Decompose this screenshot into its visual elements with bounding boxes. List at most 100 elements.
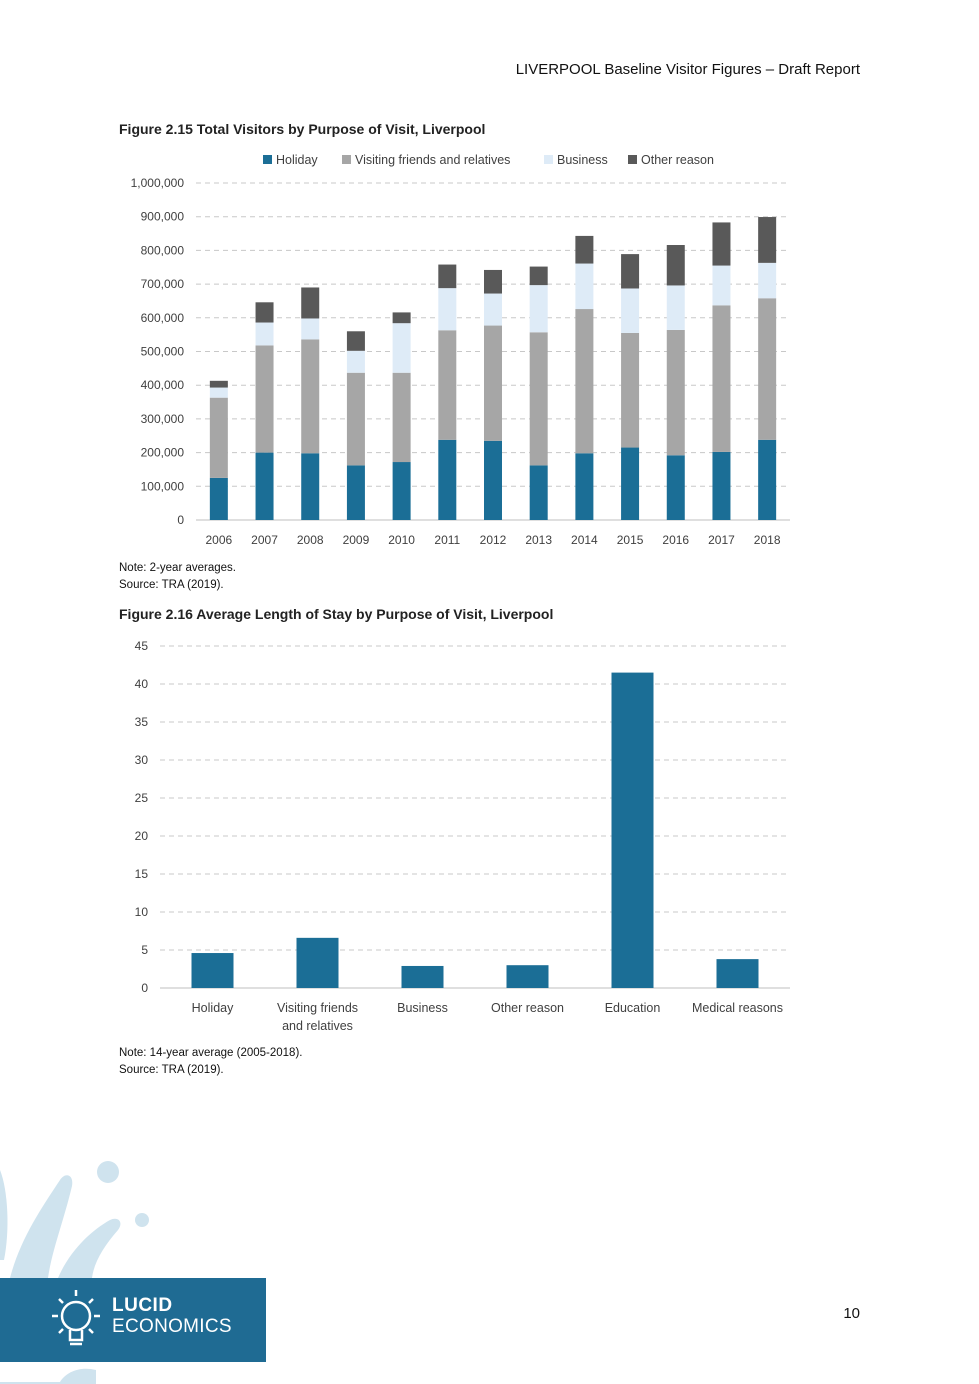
bar (401, 965, 444, 988)
bar-segment (301, 287, 320, 319)
logo-splash-graphic (0, 1161, 149, 1384)
x-tick-label: 2008 (297, 533, 324, 547)
bar-segment (301, 318, 320, 340)
bar-segment (346, 465, 365, 520)
bar-segment (438, 264, 457, 289)
bar-segment (255, 452, 274, 520)
x-tick-label: Other reason (491, 1001, 564, 1015)
bar-segment (529, 285, 548, 333)
x-tick-label: 2007 (251, 533, 278, 547)
bar (191, 953, 234, 988)
figure-2-15-source: Source: TRA (2019). (119, 579, 224, 591)
y-tick-label: 45 (135, 639, 149, 653)
bar-segment (712, 265, 731, 306)
x-tick-label-line: Education (605, 1001, 661, 1015)
y-tick-label: 200,000 (141, 446, 185, 460)
y-tick-label: 700,000 (141, 277, 185, 291)
x-tick-label: Visiting friends and relatives (277, 1001, 358, 1033)
bar-segment (575, 309, 594, 454)
y-tick-label: 900,000 (141, 210, 185, 224)
y-tick-label: 40 (135, 677, 149, 691)
x-tick-label-line: Medical reasons (692, 1001, 783, 1015)
bar-segment (346, 331, 365, 351)
logo-text: LUCID ECONOMICS (112, 1296, 232, 1338)
x-tick-label: 2018 (754, 533, 781, 547)
figure-2-16-note: Note: 14-year average (2005-2018). (119, 1047, 303, 1059)
figure-2-15-title: Figure 2.15 Total Visitors by Purpose of… (119, 121, 486, 137)
y-tick-label: 600,000 (141, 311, 185, 325)
bar-segment (209, 380, 228, 388)
figure-2-16-title: Figure 2.16 Average Length of Stay by Pu… (119, 606, 554, 622)
lucid-economics-logo (0, 1161, 266, 1384)
x-tick-label: 2009 (343, 533, 370, 547)
x-tick-label: 2013 (525, 533, 552, 547)
y-tick-label: 5 (141, 943, 148, 957)
legend-label: Holiday (276, 153, 318, 167)
bar-segment (758, 262, 777, 299)
report-header: LIVERPOOL Baseline Visitor Figures – Dra… (515, 61, 860, 78)
bar-segment (438, 330, 457, 440)
bar-segment (484, 269, 502, 294)
bar-segment (209, 387, 228, 398)
length-of-stay-bar-chart: 0 5 10 15 20 25 30 35 40 45 Holiday Visiting friend… (135, 639, 790, 1033)
lightbulb-icon (52, 1290, 100, 1346)
bar-segment (712, 451, 731, 520)
bar-segment (484, 440, 502, 520)
y-tick-label: 30 (135, 753, 149, 767)
x-tick-label: 2012 (480, 533, 507, 547)
bar (611, 672, 654, 988)
x-tick-label-line: Other reason (491, 1001, 564, 1015)
bar-segment (666, 245, 685, 286)
bar-segment (438, 288, 457, 331)
logo-line-2: ECONOMICS (112, 1316, 232, 1337)
x-tick-label: Education (605, 1001, 661, 1015)
figure-2-16-source: Source: TRA (2019). (119, 1064, 224, 1076)
x-tick-label-line: and relatives (282, 1019, 353, 1033)
x-tick-label: 2014 (571, 533, 598, 547)
x-tick-label: 2006 (205, 533, 232, 547)
bar-segment (255, 345, 274, 453)
page-number: 10 (843, 1305, 860, 1322)
bar-segment (621, 288, 640, 333)
bar-segment (575, 235, 594, 264)
x-tick-label-line: Business (397, 1001, 448, 1015)
bar-segment (621, 332, 640, 448)
bar (506, 965, 549, 988)
x-tick-label: 2015 (617, 533, 644, 547)
bar-segment (392, 312, 411, 324)
y-tick-label: 0 (141, 981, 148, 995)
y-tick-label: 400,000 (141, 378, 185, 392)
legend-label: Visiting friends and relatives (355, 153, 510, 167)
bar-segment (621, 254, 640, 289)
logo-banner (0, 1278, 266, 1362)
bar-segment (346, 372, 365, 466)
bar-segment (529, 465, 548, 520)
bar (296, 937, 339, 988)
bar-segment (529, 332, 548, 466)
x-tick-label-line: Holiday (192, 1001, 234, 1015)
bar-segment (758, 439, 777, 520)
bar-segment (392, 372, 411, 463)
bar-segment (758, 217, 777, 263)
bar-segment (712, 222, 731, 266)
bar-segment (392, 462, 411, 520)
bar-segment (529, 266, 548, 286)
x-tick-label: Business (397, 1001, 448, 1015)
bar-segment (392, 323, 411, 373)
y-tick-label: 300,000 (141, 412, 185, 426)
bar-segment (484, 293, 502, 326)
bar-segment (666, 285, 685, 330)
visitors-stacked-bar-chart: Holiday Visiting friends and relatives Bus… (131, 153, 790, 547)
bar-segment (575, 453, 594, 520)
x-tick-label: Medical reasons (692, 1001, 783, 1015)
legend-swatch (342, 155, 351, 164)
bar-segment (209, 397, 228, 478)
y-tick-label: 15 (135, 867, 149, 881)
y-tick-label: 10 (135, 905, 149, 919)
figure-2-15-note: Note: 2-year averages. (119, 562, 236, 574)
x-tick-label: 2016 (662, 533, 689, 547)
legend-label: Other reason (641, 153, 714, 167)
logo-line-1: LUCID (112, 1295, 173, 1316)
bar-segment (255, 322, 274, 346)
x-tick-label-line: Visiting friends (277, 1001, 358, 1015)
